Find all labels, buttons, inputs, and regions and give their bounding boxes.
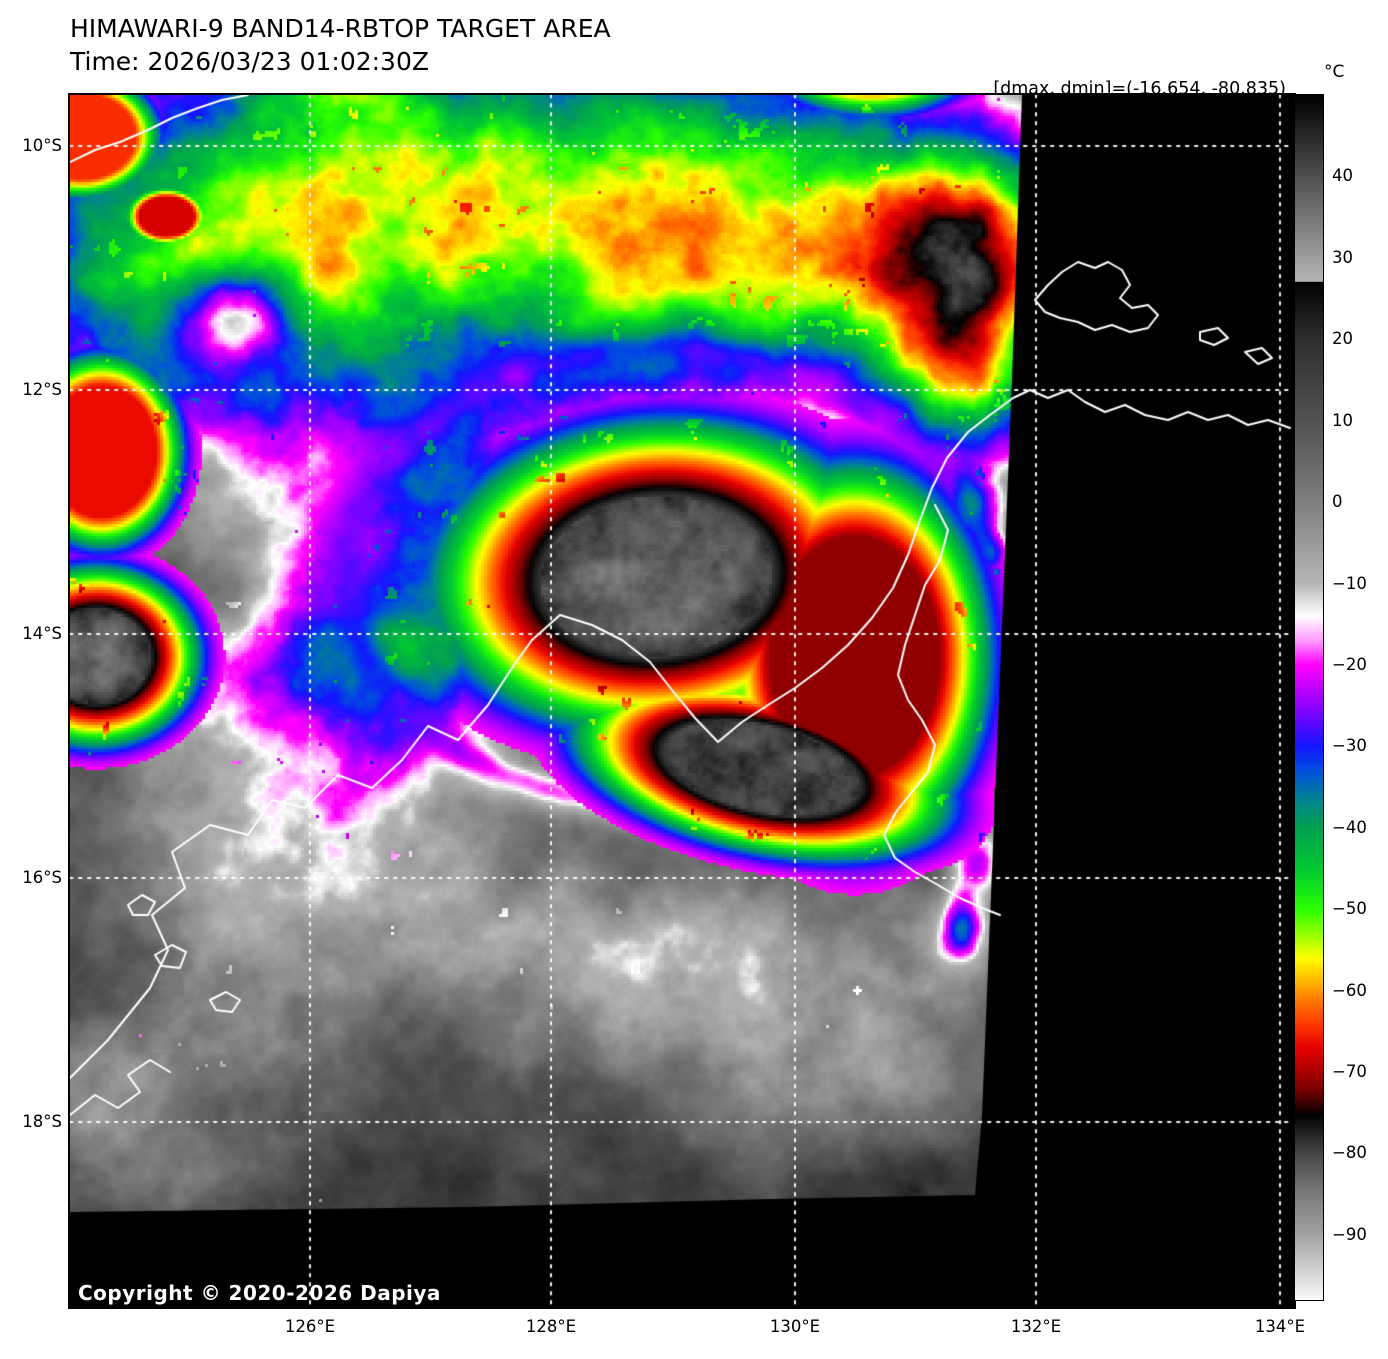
lat-tick-label: 16°S (22, 868, 62, 887)
colorbar-tick-label: 30 (1332, 247, 1353, 267)
lon-tick-label: 128°E (525, 1317, 577, 1336)
lon-tick-label: 126°E (284, 1317, 336, 1336)
figure-title: HIMAWARI-9 BAND14-RBTOP TARGET AREA (70, 14, 611, 43)
colorbar-tick-label: 20 (1332, 329, 1353, 349)
colorbar-tick-label: 10 (1332, 410, 1353, 430)
colorbar-tick-label: −40 (1332, 817, 1367, 837)
colorbar-tick-label: −20 (1332, 654, 1367, 674)
colorbar-tick-label: 40 (1332, 166, 1353, 186)
lon-tick-label: 134°E (1254, 1317, 1306, 1336)
lon-tick-label: 132°E (1010, 1317, 1062, 1336)
colorbar-tick-label: −10 (1332, 573, 1367, 593)
colorbar-tick-label: −90 (1332, 1224, 1367, 1244)
colorbar-tick-label: −80 (1332, 1143, 1367, 1163)
colorbar-tick-label: 0 (1332, 492, 1343, 512)
lon-tick-label: 130°E (769, 1317, 821, 1336)
colorbar-tick-label: −70 (1332, 1062, 1367, 1082)
lat-tick-label: 14°S (22, 624, 62, 643)
copyright-label: Copyright © 2020-2026 Dapiya (78, 1281, 441, 1305)
colorbar-tick-label: −60 (1332, 980, 1367, 1000)
colorbar-tick-label: −30 (1332, 736, 1367, 756)
colorbar-unit-label: °C (1324, 62, 1345, 82)
colorbar-gradient (1294, 94, 1324, 1301)
lat-tick-label: 10°S (22, 136, 62, 155)
satellite-image-canvas (70, 95, 1294, 1307)
time-label: Time: 2026/03/23 01:02:30Z (70, 47, 429, 76)
colorbar-tick-label: −50 (1332, 899, 1367, 919)
lat-tick-label: 12°S (22, 380, 62, 399)
title-block: HIMAWARI-9 BAND14-RBTOP TARGET AREA Time… (70, 12, 611, 78)
map-frame: Copyright © 2020-2026 Dapiya (68, 93, 1296, 1309)
lat-tick-label: 18°S (22, 1112, 62, 1131)
